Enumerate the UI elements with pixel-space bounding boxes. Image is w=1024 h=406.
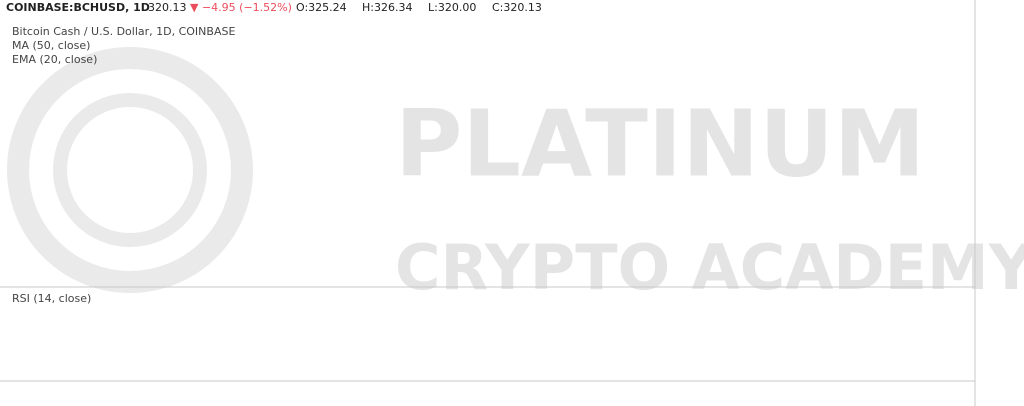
close: C:320.13: [492, 1, 542, 14]
legend-entry: EMA (20, close): [12, 53, 97, 66]
watermark-logo: [7, 47, 253, 293]
legend-entry: MA (50, close): [12, 39, 90, 52]
open: O:325.24: [296, 1, 347, 14]
change: ▼ −4.95 (−1.52%): [190, 1, 292, 14]
price: 320.13: [148, 1, 187, 14]
legend: Bitcoin Cash / U.S. Dollar, 1D, COINBASE…: [12, 25, 235, 305]
symbol: COINBASE:BCHUSD, 1D: [6, 1, 150, 14]
legend-entry: RSI (14, close): [12, 292, 91, 305]
low: L:320.00: [428, 1, 476, 14]
watermark-text: PLATINUM: [395, 90, 925, 197]
watermark-text: CRYPTO ACADEMY: [395, 231, 1024, 304]
watermark: PLATINUM CRYPTO ACADEMY: [7, 47, 1024, 304]
legend-title: Bitcoin Cash / U.S. Dollar, 1D, COINBASE: [12, 25, 235, 38]
header: COINBASE:BCHUSD, 1D 320.13 ▼ −4.95 (−1.5…: [6, 1, 542, 14]
high: H:326.34: [362, 1, 412, 14]
watermark-logo-inner: [53, 93, 207, 247]
